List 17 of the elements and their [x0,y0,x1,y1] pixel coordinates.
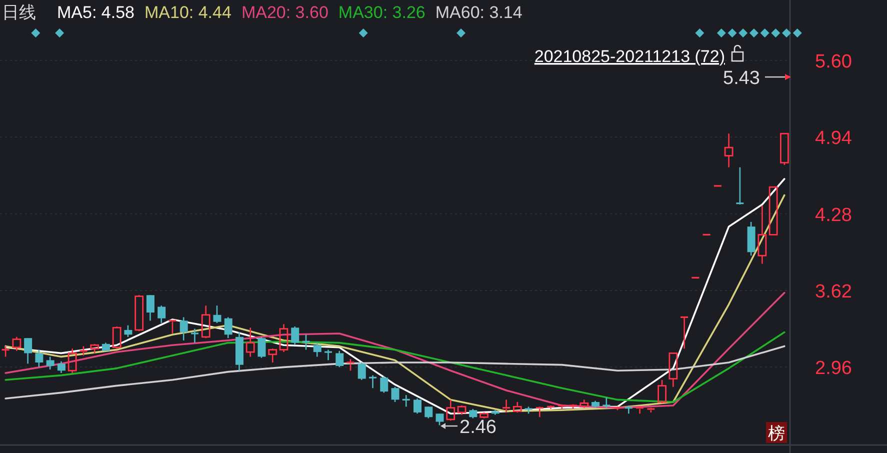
annotation: 榜 [768,424,785,444]
line-series [4,345,786,400]
y-tick-label: 3.62 [815,281,852,302]
y-tick-label: 2.96 [815,358,852,380]
y-tick-label: 4.28 [815,204,852,226]
line-series [4,292,786,409]
text: MA30: 3.26 [338,3,426,22]
annotation: 20210825-20211213 (72) [534,47,725,66]
text: MA20: 3.60 [241,3,328,22]
text: MA5: 4.58 [57,3,134,22]
text: MA10: 4.44 [144,3,232,22]
chart-title: 日线 [2,3,36,22]
annotation: 5.43 [723,68,760,89]
y-tick-label: 5.60 [815,51,852,72]
annotation: 2.46 [460,417,496,438]
y-tick-label: 4.94 [815,128,852,150]
text: MA60: 3.14 [435,3,522,22]
